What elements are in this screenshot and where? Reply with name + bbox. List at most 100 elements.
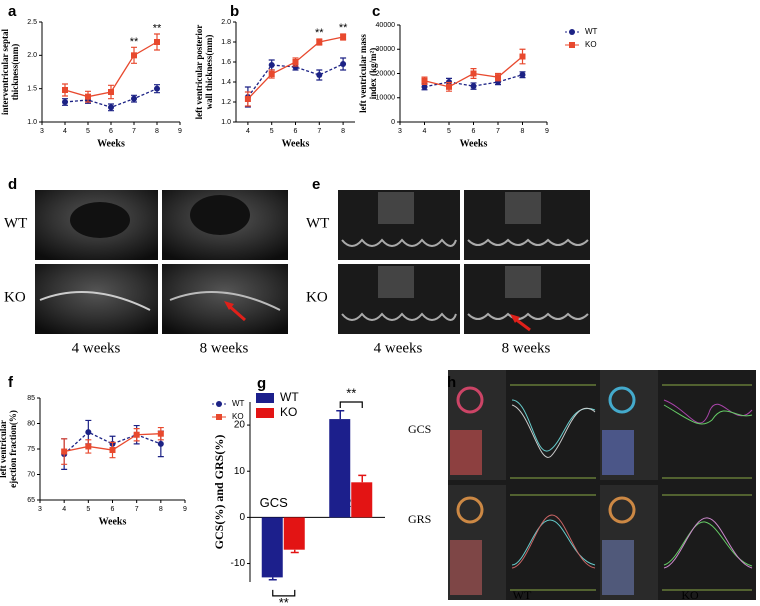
row-label: KO bbox=[306, 289, 328, 305]
x-tick-label: 3 bbox=[40, 128, 44, 135]
category-label: GCS bbox=[260, 495, 289, 510]
data-point bbox=[108, 89, 114, 95]
bar bbox=[283, 517, 305, 550]
data-point bbox=[470, 83, 477, 90]
y-axis-label: interventricular septal bbox=[0, 28, 10, 115]
y-tick-label: 1.2 bbox=[221, 99, 231, 106]
significance-bracket bbox=[339, 401, 363, 408]
x-tick-label: 3 bbox=[398, 128, 402, 135]
y-axis-label: left ventricular bbox=[0, 420, 8, 478]
data-point bbox=[340, 34, 347, 40]
legend-marker bbox=[569, 29, 575, 35]
y-tick-label: 20000 bbox=[376, 70, 396, 77]
data-point bbox=[519, 53, 526, 60]
x-axis-label: Weeks bbox=[99, 516, 127, 527]
x-tick-label: 9 bbox=[545, 128, 549, 135]
x-tick-label: 7 bbox=[317, 128, 321, 135]
x-tick-label: 7 bbox=[496, 128, 500, 135]
x-tick-label: 9 bbox=[183, 506, 187, 513]
panel-letter: a bbox=[8, 3, 17, 20]
data-point bbox=[85, 443, 92, 450]
x-tick-label: 3 bbox=[38, 506, 42, 513]
significance: ** bbox=[279, 595, 289, 606]
y-tick-label: 75 bbox=[27, 446, 35, 453]
y-axis-label: left ventricular posterior bbox=[194, 25, 204, 120]
significance: ** bbox=[130, 36, 139, 48]
bar bbox=[261, 517, 283, 578]
x-tick-label: 9 bbox=[178, 128, 182, 135]
y-axis-label: left ventricular mass bbox=[358, 34, 368, 113]
x-tick-label: 6 bbox=[472, 128, 476, 135]
error-bar bbox=[290, 549, 299, 554]
y-axis-label: GCS(%) and GRS(%) bbox=[212, 435, 226, 550]
x-axis-label: Weeks bbox=[460, 138, 488, 149]
data-point bbox=[340, 61, 347, 67]
x-tick-label: 7 bbox=[135, 506, 139, 513]
y-tick-label: 10000 bbox=[376, 95, 396, 102]
x-tick-label: 8 bbox=[155, 128, 159, 135]
legend-label: WT bbox=[585, 27, 598, 36]
data-point bbox=[495, 74, 501, 81]
column-label: 4 weeks bbox=[374, 340, 423, 356]
y-tick-label: 70 bbox=[27, 471, 35, 478]
y-tick-label: 10 bbox=[234, 466, 246, 477]
y-tick-label: 1.4 bbox=[221, 79, 231, 86]
column-label: 8 weeks bbox=[502, 340, 551, 356]
legend-swatch bbox=[256, 408, 274, 418]
legend-marker bbox=[569, 42, 575, 48]
column-label: WT bbox=[513, 588, 532, 602]
y-tick-label: 1.0 bbox=[27, 119, 37, 126]
x-tick-label: 8 bbox=[159, 506, 163, 513]
y-tick-label: 0 bbox=[239, 512, 245, 523]
data-point bbox=[108, 104, 114, 111]
error-bar bbox=[358, 474, 367, 483]
column-label: 8 weeks bbox=[200, 340, 249, 356]
y-axis-label: thickness(mm) bbox=[10, 44, 20, 101]
panel-letter: g bbox=[257, 375, 266, 392]
significance: ** bbox=[339, 22, 348, 34]
legend-swatch bbox=[256, 393, 274, 403]
row-label: KO bbox=[4, 289, 26, 305]
y-tick-label: 20 bbox=[234, 420, 246, 431]
x-tick-label: 6 bbox=[111, 506, 115, 513]
ultrasound-images-d bbox=[35, 190, 288, 334]
data-point bbox=[131, 95, 137, 102]
significance-bracket bbox=[272, 589, 296, 597]
row-label: WT bbox=[4, 215, 27, 231]
panel-letter: b bbox=[230, 3, 239, 20]
y-tick-label: 65 bbox=[27, 497, 35, 504]
panel-letter: c bbox=[372, 3, 380, 20]
significance: ** bbox=[153, 23, 162, 35]
row-label: WT bbox=[306, 215, 329, 231]
y-tick-label: 1.0 bbox=[221, 119, 231, 126]
data-point bbox=[61, 448, 68, 455]
legend-label: KO bbox=[232, 412, 244, 421]
x-tick-label: 7 bbox=[132, 128, 136, 135]
row-label: GCS bbox=[408, 422, 431, 436]
data-point bbox=[470, 70, 477, 77]
data-point bbox=[268, 71, 275, 77]
x-tick-label: 8 bbox=[341, 128, 345, 135]
column-label: 4 weeks bbox=[72, 340, 121, 356]
series-line bbox=[63, 431, 162, 455]
x-axis-label: Weeks bbox=[97, 138, 125, 149]
panel-letter: f bbox=[8, 374, 14, 391]
data-point bbox=[62, 87, 68, 93]
y-tick-label: 1.5 bbox=[27, 86, 37, 93]
x-tick-label: 5 bbox=[447, 128, 451, 135]
legend-label: WT bbox=[280, 390, 299, 404]
row-label: GRS bbox=[408, 512, 431, 526]
x-tick-label: 6 bbox=[294, 128, 298, 135]
data-point bbox=[244, 96, 251, 102]
y-tick-label: 1.6 bbox=[221, 59, 231, 66]
bar bbox=[351, 482, 373, 518]
y-tick-label: 30000 bbox=[376, 46, 396, 53]
data-point bbox=[131, 52, 137, 59]
data-point bbox=[133, 431, 140, 438]
y-tick-label: 1.8 bbox=[221, 39, 231, 46]
data-point bbox=[109, 447, 116, 454]
legend-label: KO bbox=[585, 40, 597, 49]
x-tick-label: 5 bbox=[86, 128, 90, 135]
y-tick-label: 80 bbox=[27, 420, 35, 427]
series-line bbox=[247, 63, 344, 98]
